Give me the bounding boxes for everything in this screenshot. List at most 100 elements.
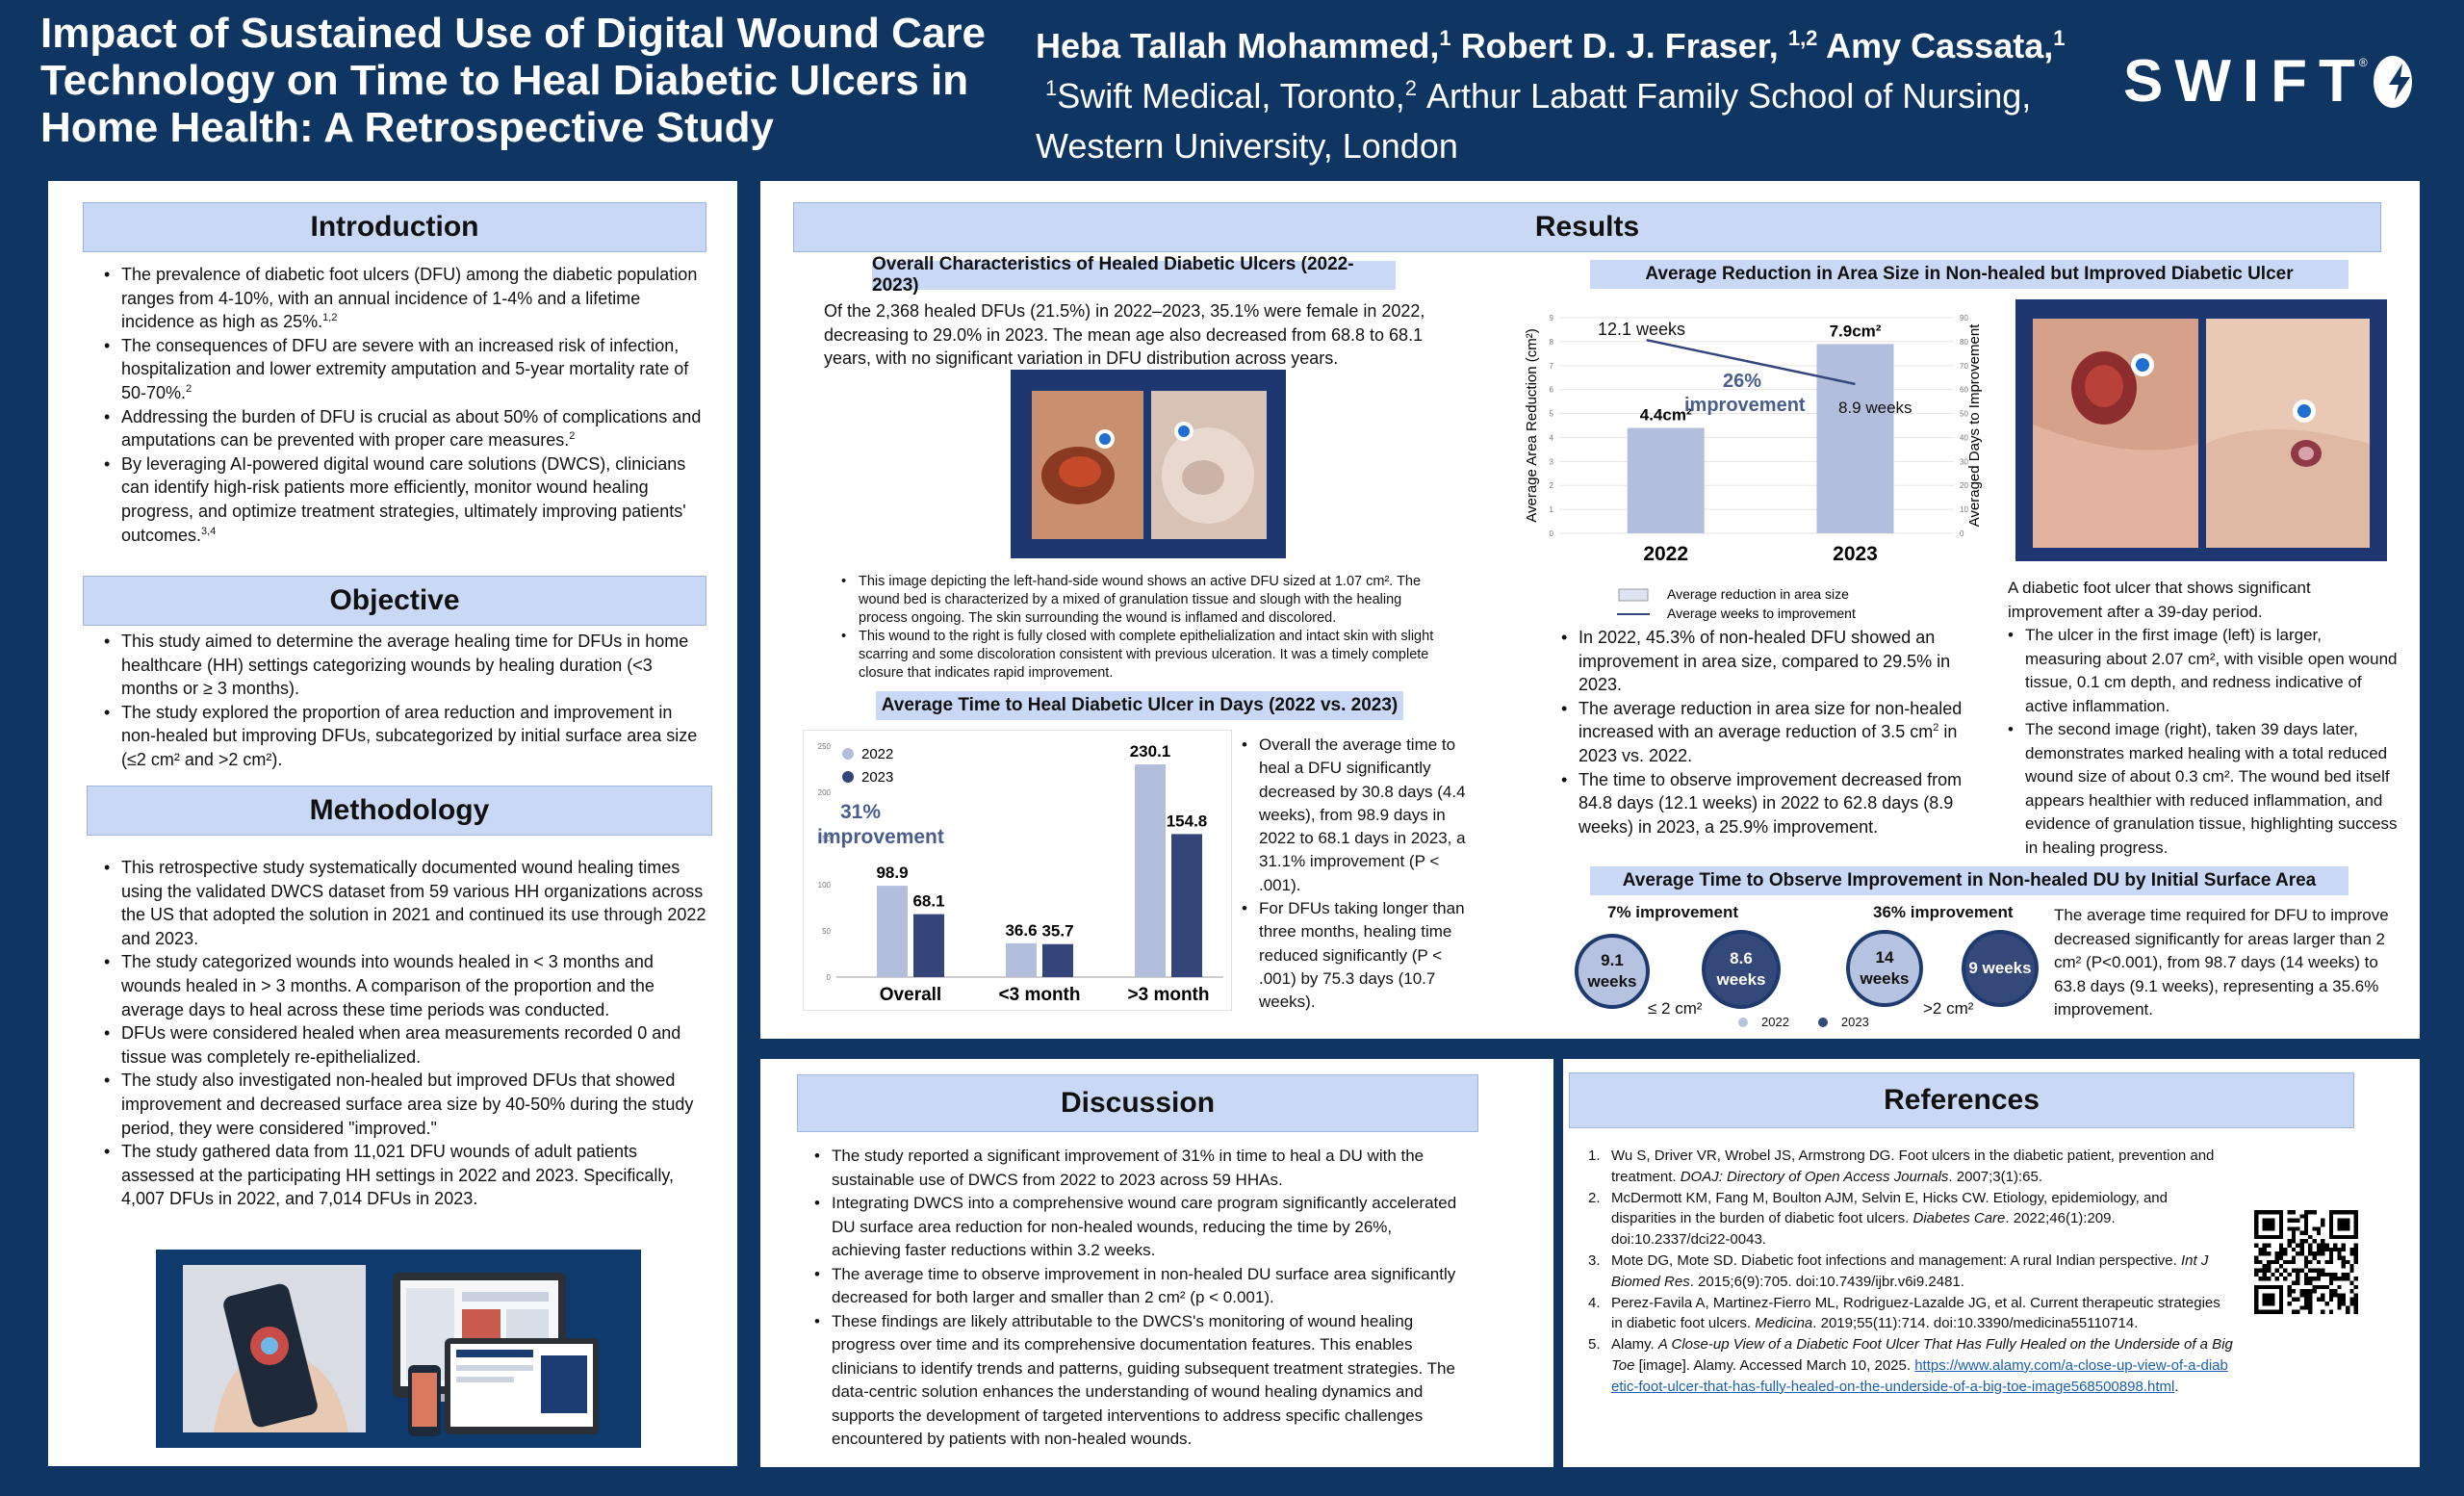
qr-module xyxy=(2291,1259,2297,1265)
y2-tick-label: 40 xyxy=(1960,433,1968,442)
y2-tick-label: 80 xyxy=(1960,338,1968,347)
category-label: <3 month xyxy=(999,985,1081,1005)
y-tick-label: 4 xyxy=(1550,433,1554,442)
qr-module xyxy=(2296,1251,2300,1256)
qr-module xyxy=(2291,1247,2297,1252)
y-tick-label: 2 xyxy=(1550,481,1554,490)
data-label: 230.1 xyxy=(1130,742,1171,761)
qr-module xyxy=(2353,1293,2358,1298)
authors-block: Heba Tallah Mohammed,1 Robert D. J. Fras… xyxy=(1036,21,2104,171)
qr-module xyxy=(2308,1210,2313,1215)
qr-module xyxy=(2291,1255,2297,1260)
qr-module xyxy=(2266,1268,2272,1273)
qr-module xyxy=(2258,1259,2263,1265)
y-tick-label: 6 xyxy=(1550,386,1554,395)
data-label: 36.6 xyxy=(1005,921,1037,940)
list-item: Overall the average time to heal a DFU s… xyxy=(1242,734,1476,897)
qr-module xyxy=(2296,1309,2300,1314)
qr-module xyxy=(2341,1264,2347,1269)
list-item: The average time to observe improvement … xyxy=(814,1263,1465,1310)
qr-module xyxy=(2266,1243,2272,1248)
qr-module xyxy=(2316,1230,2322,1235)
qr-module xyxy=(2258,1247,2263,1252)
author-2: Robert D. J. Fraser, xyxy=(1460,26,1779,65)
qr-module xyxy=(2303,1280,2309,1285)
qr-module xyxy=(2349,1302,2354,1306)
legend-label: 2022 xyxy=(861,746,893,762)
weeks-circle-small-2022: 9.1 weeks xyxy=(1575,934,1650,1009)
qr-module xyxy=(2312,1268,2317,1273)
qr-module xyxy=(2299,1243,2304,1248)
qr-module xyxy=(2328,1255,2334,1260)
category-label: Overall xyxy=(880,985,941,1005)
qr-module xyxy=(2321,1268,2325,1273)
category-large-label: >2 cm² xyxy=(1923,999,1974,1018)
qr-module xyxy=(2337,1251,2342,1256)
reference-item: 3. Mote DG, Mote SD. Diabetic foot infect… xyxy=(1588,1251,2209,1290)
qr-module xyxy=(2333,1289,2338,1294)
qr-module xyxy=(2296,1226,2300,1231)
reference-link[interactable]: https://www.alamy.com/a-close-up-view-of… xyxy=(1611,1356,2228,1395)
qr-module xyxy=(2312,1255,2317,1260)
list-item: By leveraging AI-powered digital wound c… xyxy=(104,452,706,547)
qr-module xyxy=(2321,1284,2325,1290)
qr-module xyxy=(2291,1289,2297,1294)
qr-module xyxy=(2324,1243,2329,1248)
qr-module xyxy=(2321,1251,2325,1256)
methodology-heading: Methodology xyxy=(87,786,712,836)
qr-finder-core xyxy=(2337,1218,2350,1231)
y2-tick-label: 70 xyxy=(1960,362,1968,371)
bar-2022-1 xyxy=(1006,942,1037,977)
reference-item: 1. Wu S, Driver VR, Wrobel JS, Armstrong … xyxy=(1588,1148,2215,1185)
qr-module xyxy=(2278,1247,2284,1252)
qr-module xyxy=(2303,1239,2309,1244)
qr-module xyxy=(2283,1277,2288,1281)
qr-module xyxy=(2337,1277,2342,1281)
qr-module xyxy=(2316,1243,2322,1248)
qr-module xyxy=(2266,1259,2272,1265)
bar-2022-0 xyxy=(877,886,908,977)
list-item: The study categorized wounds into wounds… xyxy=(104,950,706,1021)
qr-module xyxy=(2258,1268,2263,1273)
legend-swatch-2022 xyxy=(1738,1017,1748,1027)
qr-module xyxy=(2316,1268,2322,1273)
foot-ulcer-photo-pair xyxy=(2015,299,2387,561)
qr-module xyxy=(2291,1230,2297,1235)
weeks-circle-small-2023: 8.6 weeks xyxy=(1702,930,1781,1009)
qr-module xyxy=(2254,1255,2259,1260)
qr-module xyxy=(2274,1251,2279,1256)
list-item: Integrating DWCS into a comprehensive wo… xyxy=(814,1192,1465,1263)
data-label: 4.4cm² xyxy=(1640,405,1692,424)
author-3: Amy Cassata, xyxy=(1826,26,2054,65)
qr-module xyxy=(2303,1226,2309,1231)
qr-module xyxy=(2278,1243,2284,1248)
qr-code[interactable] xyxy=(2252,1210,2360,1314)
qr-finder-core xyxy=(2262,1293,2275,1306)
category-label: 2023 xyxy=(1833,543,1878,565)
qr-module xyxy=(2341,1272,2347,1277)
data-label: 98.9 xyxy=(876,864,908,882)
aff-2: Arthur Labatt Family School of Nursing, … xyxy=(1036,76,2032,166)
area-improvement-label: 26% improvement xyxy=(1684,371,1806,416)
y-tick-label: 1 xyxy=(1550,505,1554,514)
qr-module xyxy=(2316,1226,2322,1231)
qr-module xyxy=(2321,1222,2325,1227)
references-list: 1. Wu S, Driver VR, Wrobel JS, Armstrong … xyxy=(1588,1146,2233,1398)
qr-module xyxy=(2308,1289,2313,1294)
qr-module xyxy=(2308,1234,2313,1240)
qr-module xyxy=(2324,1284,2329,1290)
qr-finder-core xyxy=(2262,1218,2275,1231)
qr-module xyxy=(2291,1297,2297,1303)
qr-module xyxy=(2299,1251,2304,1256)
qr-module xyxy=(2266,1251,2272,1256)
time-to-heal-heading: Average Time to Heal Diabetic Ulcer in D… xyxy=(876,691,1403,720)
list-item: This image depicting the left-hand-side … xyxy=(841,573,1438,628)
qr-module xyxy=(2321,1243,2325,1248)
qr-module xyxy=(2274,1255,2279,1260)
qr-module xyxy=(2296,1297,2300,1303)
qr-module xyxy=(2283,1268,2288,1273)
qr-module xyxy=(2333,1243,2338,1248)
qr-module xyxy=(2262,1243,2267,1248)
qr-module xyxy=(2316,1259,2322,1265)
qr-module xyxy=(2337,1284,2342,1290)
